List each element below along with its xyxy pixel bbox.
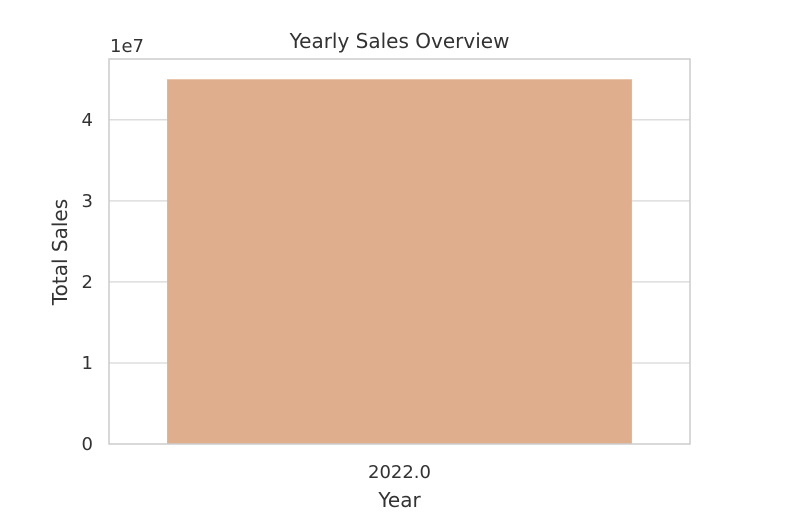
x-tick-label: 2022.0 — [368, 462, 431, 483]
chart-title: Yearly Sales Overview — [289, 29, 510, 53]
x-tick-labels: 2022.0 — [368, 462, 431, 483]
y-tick-label: 0 — [82, 434, 93, 455]
y-tick-label: 2 — [82, 272, 93, 293]
y-axis-offset-label: 1e7 — [110, 36, 144, 57]
bars — [167, 79, 632, 445]
plot-frame — [108, 58, 691, 445]
x-axis-label: Year — [377, 488, 421, 512]
y-tick-label: 1 — [82, 353, 93, 374]
y-tick-label: 4 — [82, 110, 93, 131]
y-axis-label: Total Sales — [48, 199, 72, 306]
y-tick-label: 3 — [82, 191, 93, 212]
y-tick-labels: 0 1 2 3 4 — [82, 110, 93, 455]
bar — [167, 79, 632, 445]
